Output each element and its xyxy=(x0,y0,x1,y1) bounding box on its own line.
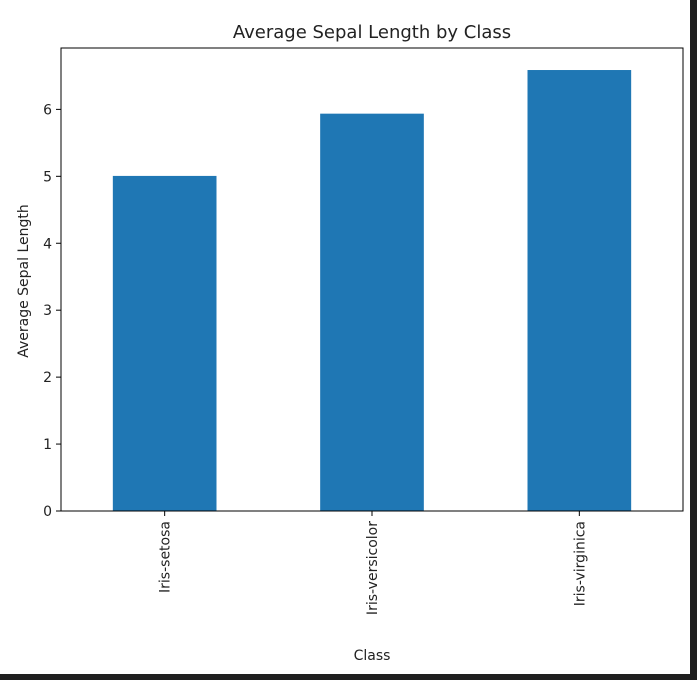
x-tick-label: Iris-versicolor xyxy=(365,521,381,615)
x-axis-label: Class xyxy=(354,648,391,664)
bar-iris-virginica xyxy=(527,70,632,511)
y-axis-ticks: 0 1 2 3 4 5 6 xyxy=(43,102,61,520)
y-tick-label: 5 xyxy=(43,169,52,185)
x-tick-label: Iris-virginica xyxy=(572,521,588,606)
bars-layer xyxy=(112,70,632,512)
bar-iris-setosa xyxy=(112,175,217,511)
x-tick-label: Iris-setosa xyxy=(158,521,174,593)
y-tick-label: 3 xyxy=(43,303,52,319)
plot-area-frame xyxy=(60,47,684,512)
y-tick-label: 0 xyxy=(43,504,52,520)
y-tick-label: 4 xyxy=(43,236,52,252)
chart-title: Average Sepal Length by Class xyxy=(233,22,511,43)
y-axis-label: Average Sepal Length xyxy=(16,204,32,358)
y-tick-label: 2 xyxy=(43,370,52,386)
y-tick-label: 1 xyxy=(43,437,52,453)
y-tick-label: 6 xyxy=(43,102,52,118)
bar-iris-versicolor xyxy=(320,113,424,512)
x-axis-ticks: Iris-setosa Iris-versicolor Iris-virginica xyxy=(158,511,588,615)
